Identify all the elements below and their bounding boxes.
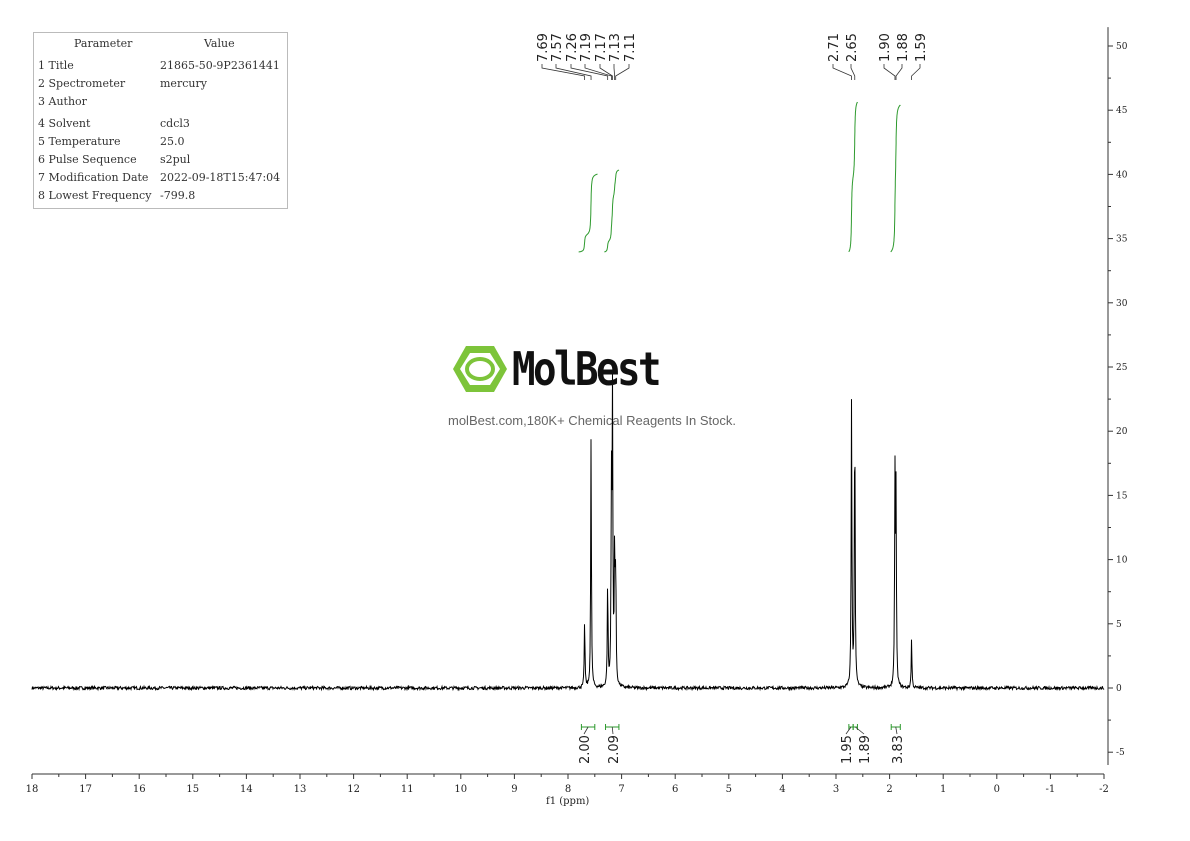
x-axis-label: f1 (ppm) (546, 796, 590, 807)
peak-label: 7.11 (623, 33, 638, 62)
x-tick-label: 12 (347, 784, 360, 795)
x-tick-label: 7 (618, 784, 624, 795)
integral-label: 1.95 (840, 735, 855, 764)
param-value: -799.8 (160, 189, 196, 202)
x-tick-label: 16 (133, 784, 146, 795)
param-label: 2 Spectrometer (38, 77, 126, 90)
integral-label: 2.00 (578, 735, 593, 764)
watermark-caption: molBest.com,180K+ Chemical Reagents In S… (448, 413, 736, 428)
integral-curve (890, 104, 901, 253)
x-tick-label: 0 (994, 784, 1000, 795)
peak-label: 7.13 (608, 33, 623, 62)
peak-label: 7.57 (550, 33, 565, 62)
x-tick-label: 13 (294, 784, 307, 795)
peak-label-connector (850, 64, 856, 80)
peak-label: 1.59 (914, 33, 929, 62)
param-value: 2022-09-18T15:47:04 (160, 171, 281, 184)
param-label: 5 Temperature (38, 135, 121, 148)
x-tick-label: -2 (1099, 784, 1109, 795)
y-tick-label: 50 (1116, 42, 1128, 52)
integral-connector (845, 726, 852, 735)
x-tick-label: 3 (833, 784, 839, 795)
y-tick-label: 45 (1116, 106, 1128, 116)
peak-label-connector (883, 64, 896, 80)
param-value: s2pul (160, 153, 191, 166)
integral-label: 3.83 (891, 735, 906, 764)
y-tick-label: 30 (1116, 299, 1128, 309)
peak-label-connector (599, 64, 613, 80)
peak-label-connector (541, 64, 586, 80)
peak-label-connector (832, 64, 852, 80)
param-label: 1 Title (38, 59, 74, 72)
integral-connector (855, 726, 865, 735)
integral-curve (848, 101, 858, 253)
param-value: mercury (160, 77, 207, 90)
y-tick-label: -5 (1116, 748, 1125, 758)
y-tick-label: 5 (1116, 620, 1122, 630)
x-tick-label: 15 (186, 784, 199, 795)
integral-curve (604, 169, 620, 253)
value-header: Value (204, 37, 235, 50)
y-tick-label: 20 (1116, 427, 1128, 437)
x-tick-label: 17 (79, 784, 92, 795)
parameter-table: Parameter Value 1 Title 21865-50-9P23614… (33, 32, 288, 209)
x-tick-label: 8 (565, 784, 571, 795)
brand-name: MolBest (512, 342, 661, 396)
x-tick-label: 14 (240, 784, 253, 795)
x-tick-label: 10 (454, 784, 467, 795)
peak-label-connector (895, 64, 903, 80)
param-label: 8 Lowest Frequency (38, 189, 152, 202)
peak-label-connector (555, 64, 592, 80)
x-tick-label: 4 (779, 784, 785, 795)
x-tick-label: 11 (401, 784, 414, 795)
param-label: 6 Pulse Sequence (38, 153, 137, 166)
peak-label-connector (613, 64, 616, 80)
peak-label-connector (615, 64, 630, 80)
param-value: cdcl3 (160, 117, 190, 130)
x-tick-label: 5 (726, 784, 732, 795)
peak-label-connector (584, 64, 612, 80)
x-tick-label: 6 (672, 784, 678, 795)
y-tick-label: 35 (1116, 235, 1128, 245)
param-value: 25.0 (160, 135, 185, 148)
integral-curve (578, 173, 598, 253)
integral-connector (611, 726, 614, 735)
x-tick-label: -1 (1046, 784, 1056, 795)
peak-label: 7.17 (594, 33, 609, 62)
peak-label: 1.90 (878, 33, 893, 62)
x-tick-label: 18 (26, 784, 39, 795)
integral-connector (583, 726, 589, 735)
peak-label: 7.19 (579, 33, 594, 62)
molbest-logo: MolBest (452, 342, 685, 396)
peak-label-connector (570, 64, 609, 80)
y-tick-label: 0 (1116, 684, 1122, 694)
x-tick-label: 9 (511, 784, 517, 795)
peak-label: 2.65 (845, 33, 860, 62)
peak-label: 2.71 (827, 33, 842, 62)
integral-connector (895, 726, 898, 735)
peak-label-connector (911, 64, 921, 80)
y-tick-label: 15 (1116, 491, 1128, 501)
y-tick-label: 10 (1116, 556, 1128, 566)
x-tick-label: 2 (886, 784, 892, 795)
spectrum-line (31, 369, 1105, 692)
peak-label: 7.26 (565, 33, 580, 62)
param-label: 3 Author (38, 95, 87, 108)
y-tick-label: 25 (1116, 363, 1128, 373)
integral-label: 1.89 (858, 735, 873, 764)
param-header: Parameter (74, 37, 133, 50)
peak-label: 7.69 (536, 33, 551, 62)
param-value: 21865-50-9P2361441 (160, 59, 280, 72)
peak-label: 1.88 (896, 33, 911, 62)
benzene-logo-icon (453, 346, 507, 392)
y-tick-label: 40 (1116, 170, 1128, 180)
integral-label: 2.09 (607, 735, 622, 764)
param-label: 7 Modification Date (38, 171, 149, 184)
param-label: 4 Solvent (38, 117, 91, 130)
x-tick-label: 1 (940, 784, 946, 795)
